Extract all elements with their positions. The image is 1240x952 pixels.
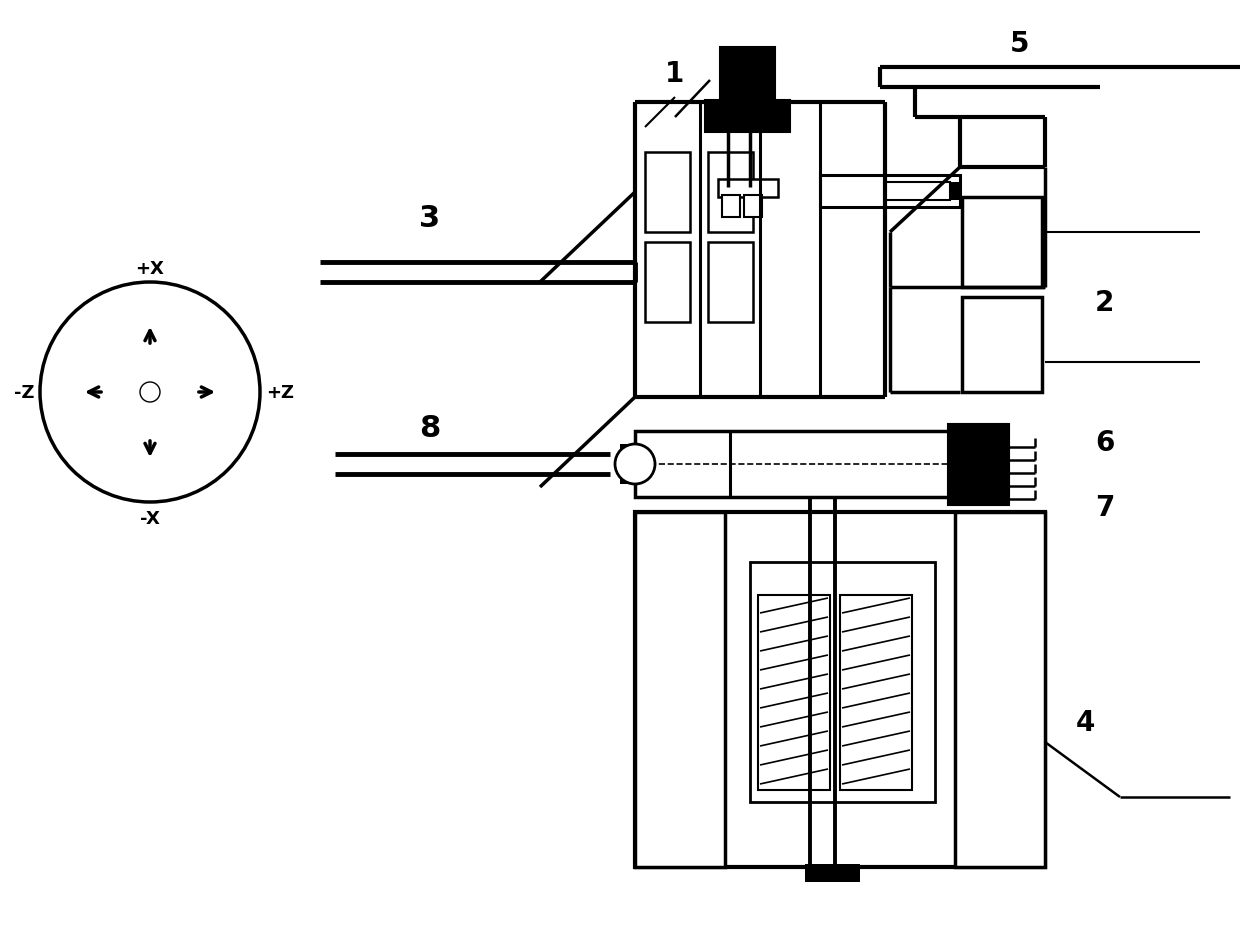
Circle shape — [40, 283, 260, 503]
Bar — [720, 48, 775, 103]
Bar — [635, 512, 1045, 867]
Text: -Z: -Z — [14, 384, 33, 402]
Circle shape — [615, 445, 655, 485]
Bar — [955, 512, 1045, 867]
Text: +Z: +Z — [267, 384, 294, 402]
Bar — [750, 563, 935, 803]
Bar — [758, 595, 830, 790]
Text: 8: 8 — [419, 413, 440, 443]
Bar — [805, 864, 861, 883]
Bar — [708, 153, 753, 232]
Bar — [645, 243, 689, 323]
Bar — [708, 243, 753, 323]
Bar — [744, 196, 763, 218]
Bar — [720, 48, 775, 103]
Bar — [645, 153, 689, 232]
Bar — [635, 512, 725, 867]
Bar — [949, 425, 1008, 505]
Bar — [635, 431, 950, 498]
Text: 1: 1 — [666, 60, 684, 88]
Text: 3: 3 — [419, 204, 440, 232]
Text: 5: 5 — [1011, 30, 1029, 58]
Bar — [722, 196, 740, 218]
Bar — [620, 445, 650, 485]
Text: -X: -X — [140, 509, 160, 527]
Bar — [885, 183, 950, 201]
Bar — [706, 101, 790, 133]
Circle shape — [140, 383, 160, 403]
Bar — [949, 431, 1003, 498]
Text: +X: +X — [135, 260, 165, 278]
Text: 7: 7 — [1095, 493, 1115, 522]
Text: 6: 6 — [1095, 428, 1115, 457]
Bar — [962, 298, 1042, 392]
Bar — [949, 425, 1008, 505]
Text: 4: 4 — [1075, 708, 1095, 736]
Text: 2: 2 — [1095, 288, 1115, 317]
Bar — [820, 176, 960, 208]
Bar — [706, 101, 790, 133]
Bar — [718, 180, 777, 198]
Bar — [962, 198, 1042, 288]
Bar — [950, 183, 962, 201]
Bar — [839, 595, 911, 790]
